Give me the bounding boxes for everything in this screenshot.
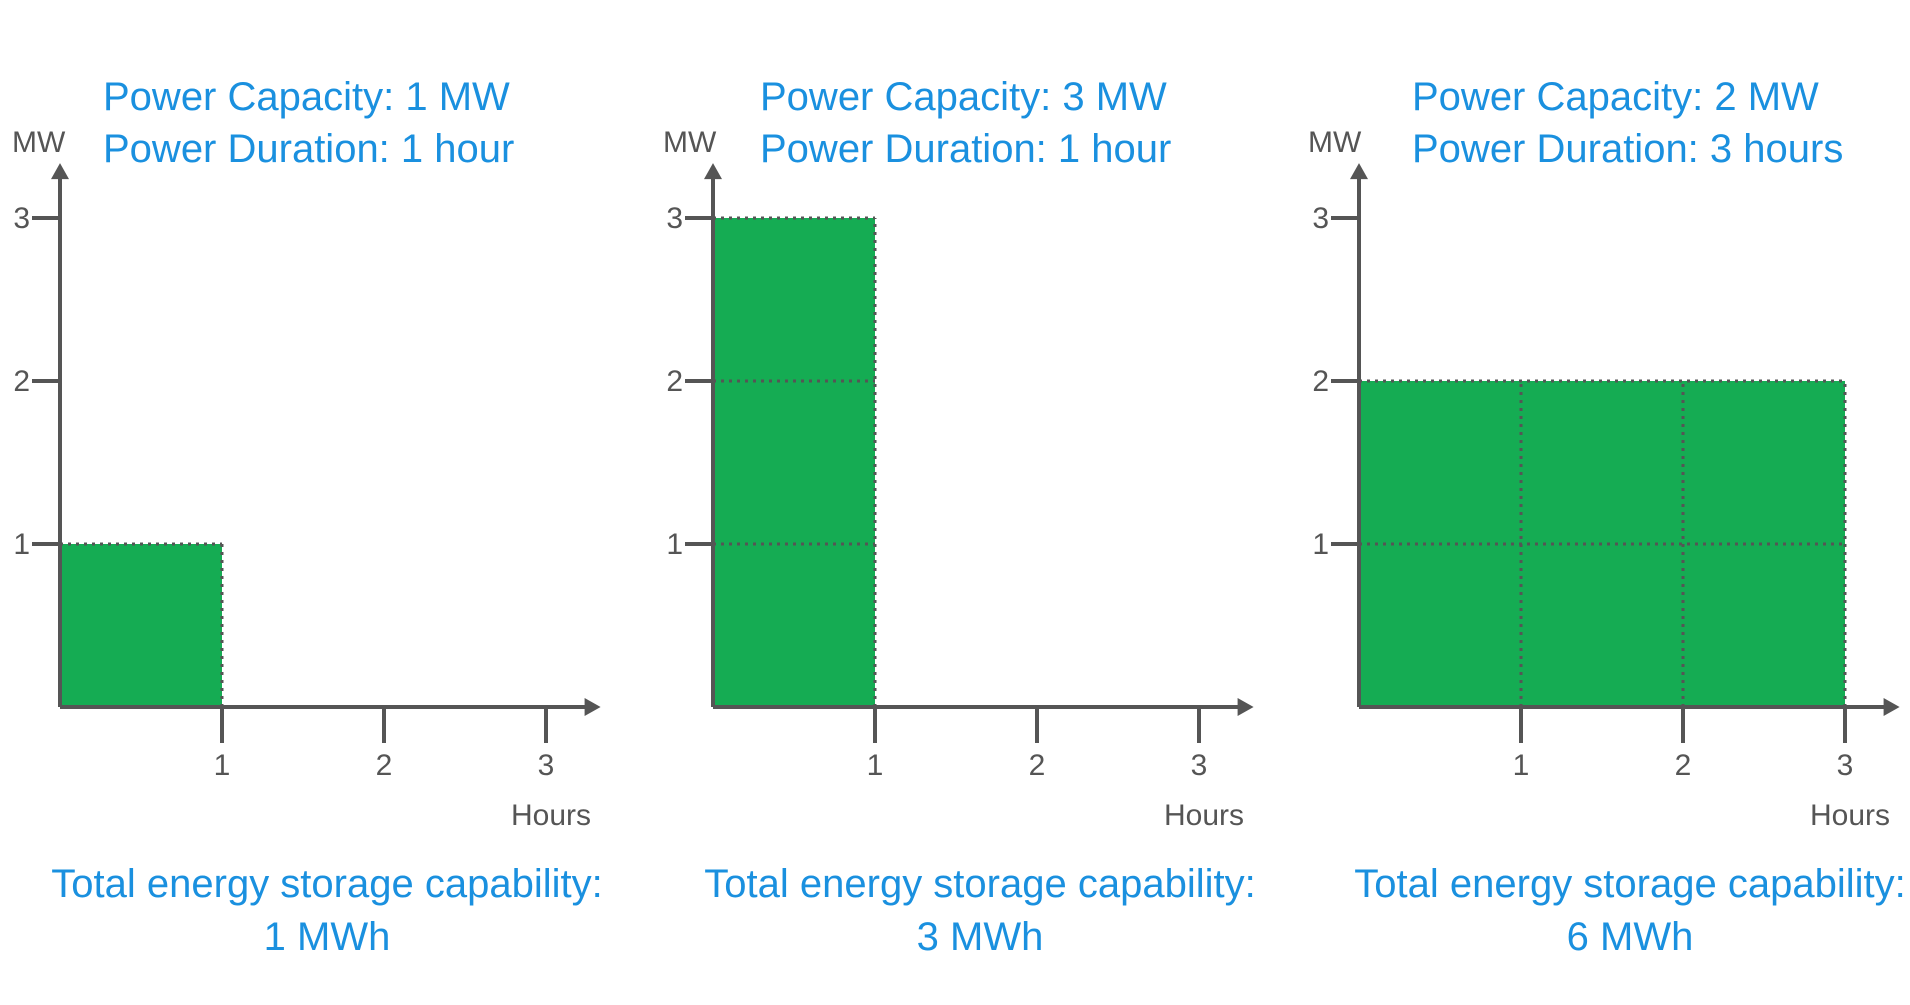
y-axis-label: MW — [12, 126, 66, 159]
y-tick-label: 3 — [666, 202, 683, 235]
x-axis-label: Hours — [1810, 799, 1890, 832]
x-axis-label: Hours — [511, 799, 591, 832]
chart-title-line: Power Duration: 3 hours — [1412, 127, 1843, 171]
x-axis-arrow — [1883, 698, 1900, 716]
x-tick-label: 1 — [1513, 749, 1530, 782]
x-tick-label: 2 — [376, 749, 393, 782]
x-axis-arrow — [584, 698, 601, 716]
y-tick-label: 1 — [666, 528, 683, 561]
chart-footer-line: Total energy storage capability: — [1354, 862, 1905, 906]
x-tick-label: 2 — [1029, 749, 1046, 782]
x-tick-label: 1 — [867, 749, 884, 782]
x-tick-label: 1 — [214, 749, 231, 782]
chart-footer-line: 6 MWh — [1567, 915, 1694, 959]
y-tick-label: 2 — [666, 365, 683, 398]
chart-footer-line: Total energy storage capability: — [704, 862, 1255, 906]
energy-area — [60, 544, 222, 707]
chart-title-line: Power Capacity: 2 MW — [1412, 75, 1819, 119]
y-axis-label: MW — [663, 126, 717, 159]
y-tick-label: 2 — [13, 365, 30, 398]
y-axis-label: MW — [1308, 126, 1362, 159]
chart-panel-3: 1 2 3 1 2 3 MW Hours Power Capacity: 2 MW Power D… — [1308, 75, 1906, 959]
y-axis-arrow — [1350, 163, 1368, 180]
x-axis-arrow — [1237, 698, 1254, 716]
chart-panel-1: 1 2 3 1 2 3 MW Hours Power Capacity: 1 MW Power D… — [12, 75, 603, 959]
x-axis-label: Hours — [1164, 799, 1244, 832]
chart-footer-line: 3 MWh — [917, 915, 1044, 959]
y-tick-label: 3 — [1312, 202, 1329, 235]
x-tick-label: 3 — [1837, 749, 1854, 782]
y-tick-label: 1 — [13, 528, 30, 561]
energy-area — [713, 218, 875, 707]
chart-footer-line: Total energy storage capability: — [51, 862, 602, 906]
y-axis-arrow — [704, 163, 722, 180]
x-tick-label: 2 — [1675, 749, 1692, 782]
chart-title-line: Power Duration: 1 hour — [103, 127, 514, 171]
y-axis-arrow — [51, 163, 69, 180]
x-tick-label: 3 — [1191, 749, 1208, 782]
chart-title-line: Power Capacity: 1 MW — [103, 75, 510, 119]
y-tick-label: 2 — [1312, 365, 1329, 398]
chart-footer-line: 1 MWh — [264, 915, 391, 959]
x-tick-label: 3 — [538, 749, 555, 782]
chart-title-line: Power Capacity: 3 MW — [760, 75, 1167, 119]
y-tick-label: 3 — [13, 202, 30, 235]
chart-panel-2: 1 2 3 1 2 3 MW Hours Power Capacity: 3 MW Power D… — [663, 75, 1256, 959]
chart-title-line: Power Duration: 1 hour — [760, 127, 1171, 171]
y-tick-label: 1 — [1312, 528, 1329, 561]
